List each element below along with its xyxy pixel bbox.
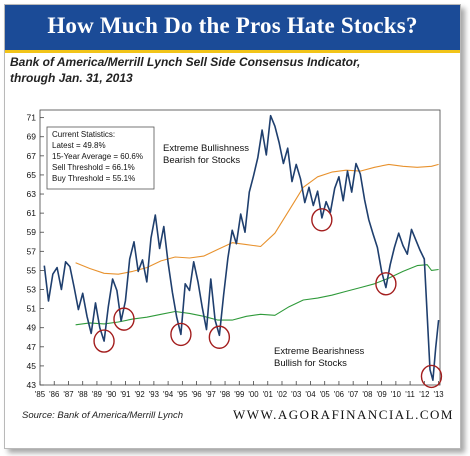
chart-card: How Much Do the Pros Hate Stocks?: [4, 4, 461, 449]
x-tick-label: '89: [92, 390, 102, 399]
svg-text:Current Statistics: Latest: Current Statistics: Latest = 49.8% 15-Ye…: [52, 130, 145, 183]
x-tick-label: '11: [405, 390, 415, 399]
svg-text:Extreme Bullishness Bearis: Extreme Bullishness Bearish for Stocks: [163, 143, 252, 166]
x-tick-label: '93: [149, 390, 159, 399]
circled-low-marker: [311, 208, 333, 232]
bearish-annotation: Bullish for Stocks: [274, 358, 347, 369]
y-tick-label: 67: [27, 151, 37, 161]
y-tick-label: 53: [27, 285, 37, 295]
subtitle-line-2: through Jan. 31, 2013: [10, 71, 133, 85]
x-tick-label: '98: [220, 390, 230, 399]
title-banner: How Much Do the Pros Hate Stocks?: [5, 5, 460, 53]
bullish-annotation: Extreme Bullishness: [163, 143, 249, 154]
y-tick-label: 59: [27, 227, 37, 237]
x-tick-label: '04: [305, 390, 316, 399]
x-tick-label: '03: [291, 390, 301, 399]
indicator-line: [43, 114, 440, 382]
svg-text:Extreme Bearishness Bullis: Extreme Bearishness Bullish for Stocks: [274, 346, 367, 369]
x-tick-label: '13: [433, 390, 443, 399]
stats-line: Buy Threshold = 55.1%: [52, 174, 135, 183]
x-tick-label: '91: [120, 390, 130, 399]
x-tick-label: '12: [419, 390, 429, 399]
y-tick-label: 69: [27, 132, 37, 142]
subtitle-line-1: Bank of America/Merrill Lynch Sell Side …: [10, 55, 361, 69]
site-url: WWW.AGORAFINANCIAL.COM: [232, 407, 454, 422]
y-tick-label: 61: [27, 208, 37, 218]
stats-line: Sell Threshold = 66.1%: [52, 163, 135, 172]
y-tick-label: 71: [27, 113, 37, 123]
bearish-annotation: Extreme Bearishness: [274, 346, 365, 357]
banner-title: How Much Do the Pros Hate Stocks?: [47, 13, 418, 38]
x-tick-label: '85: [35, 390, 46, 399]
x-tick-label: '02: [277, 390, 287, 399]
circled-lows: [93, 208, 443, 389]
stats-line: 15-Year Average = 60.6%: [52, 152, 143, 161]
y-tick-label: 55: [27, 265, 37, 275]
x-tick-label: '88: [78, 390, 88, 399]
x-tick-label: '94: [163, 390, 174, 399]
y-tick-label: 47: [27, 342, 37, 352]
x-tick-label: '00: [248, 390, 259, 399]
bullish-annotation: Bearish for Stocks: [163, 155, 240, 166]
x-tick-label: '10: [391, 390, 402, 399]
x-tick-label: '08: [362, 390, 372, 399]
axes: 43 45 47 49 51 53 55 57 59 61 63 65 67 69 71 '85'86 '87 '…: [27, 109, 444, 399]
circled-low-marker: [208, 325, 231, 349]
x-tick-label: '90: [106, 390, 117, 399]
x-tick-label: '86: [49, 390, 59, 399]
circled-low-marker: [113, 307, 135, 331]
x-tick-label: '01: [263, 390, 273, 399]
y-tick-label: 51: [27, 304, 37, 314]
x-tick-label: '06: [334, 390, 344, 399]
x-tick-label: '09: [377, 390, 387, 399]
y-tick-label: 65: [27, 170, 37, 180]
stats-line: Latest = 49.8%: [52, 141, 106, 150]
x-tick-label: '99: [234, 390, 244, 399]
x-tick-label: '95: [177, 390, 188, 399]
circled-low-marker: [170, 322, 192, 347]
chart-subtitle: Bank of America/Merrill Lynch Sell Side …: [10, 54, 450, 86]
x-tick-label: '05: [320, 390, 331, 399]
x-tick-label: '92: [135, 390, 145, 399]
x-tick-label: '96: [191, 390, 201, 399]
buy-threshold-line: [75, 264, 439, 326]
plot-frame: [39, 109, 441, 386]
series-layer: [43, 114, 440, 382]
source-note: Source: Bank of America/Merrill Lynch: [22, 410, 184, 421]
x-tick-label: '07: [348, 390, 358, 399]
circled-low-marker: [420, 364, 443, 389]
stats-box: [46, 126, 155, 190]
stats-line: Current Statistics:: [52, 130, 115, 139]
y-tick-label: 57: [27, 246, 37, 256]
circled-low-marker: [93, 329, 115, 353]
circled-low-marker: [375, 272, 397, 296]
x-tick-label: '87: [63, 390, 73, 399]
y-tick-label: 63: [27, 189, 37, 199]
y-tick-label: 49: [27, 323, 37, 333]
y-tick-label: 43: [27, 380, 37, 390]
y-tick-label: 45: [27, 361, 37, 371]
x-tick-label: '97: [206, 390, 216, 399]
